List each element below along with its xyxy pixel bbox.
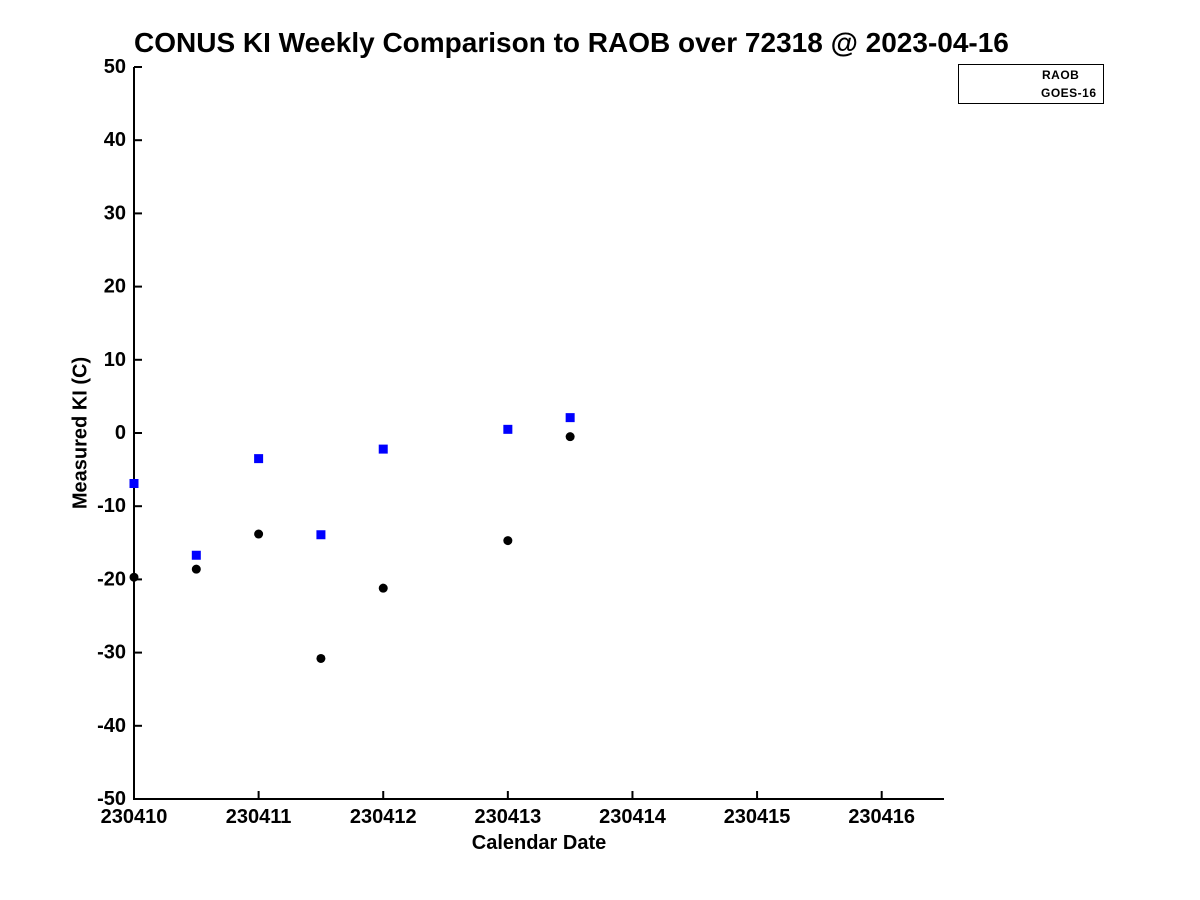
y-tick-label: 40 — [104, 129, 126, 151]
legend-label-goes16: GOES-16 — [1041, 85, 1097, 100]
x-axis-label: Calendar Date — [471, 832, 607, 854]
legend-label-raob: RAOB — [1042, 68, 1080, 83]
raob-point — [378, 583, 388, 593]
y-tick-label: 30 — [104, 202, 126, 224]
raob-point — [129, 572, 139, 582]
legend-item-raob: RAOB — [959, 68, 1103, 83]
y-tick-label: -50 — [97, 788, 126, 810]
goes16-point — [378, 444, 388, 454]
goes16-point — [565, 413, 575, 423]
y-tick-label: 10 — [104, 349, 126, 371]
x-tick-label: 230416 — [848, 806, 915, 828]
y-tick-label: 50 — [104, 56, 126, 78]
goes16-point — [316, 530, 326, 540]
y-tick-label: -30 — [97, 642, 126, 664]
goes16-point — [191, 550, 201, 560]
y-tick-label: -40 — [97, 715, 126, 737]
x-tick-label: 230412 — [350, 806, 417, 828]
y-tick-label: -10 — [97, 495, 126, 517]
goes16-legend-marker-icon — [996, 87, 1008, 99]
raob-point — [316, 653, 326, 663]
raob-point — [565, 432, 575, 442]
x-tick-label: 230413 — [474, 806, 541, 828]
y-tick-label: -20 — [97, 568, 126, 590]
goes16-point — [254, 454, 264, 464]
goes16-point — [129, 479, 139, 489]
x-tick-label: 230410 — [101, 806, 168, 828]
goes16-point — [503, 424, 513, 434]
y-tick-label: 20 — [104, 276, 126, 298]
x-tick-label: 230411 — [226, 806, 292, 828]
raob-point — [503, 536, 513, 546]
raob-point — [191, 564, 201, 574]
y-tick-label: 0 — [115, 422, 126, 444]
x-tick-label: 230414 — [599, 806, 667, 828]
legend: RAOB GOES-16 — [958, 64, 1104, 104]
raob-legend-marker-icon — [996, 69, 1009, 82]
legend-item-goes16: GOES-16 — [959, 85, 1103, 100]
chart-title: CONUS KI Weekly Comparison to RAOB over … — [134, 27, 1009, 58]
x-tick-label: 230415 — [724, 806, 791, 828]
raob-point — [254, 529, 264, 539]
